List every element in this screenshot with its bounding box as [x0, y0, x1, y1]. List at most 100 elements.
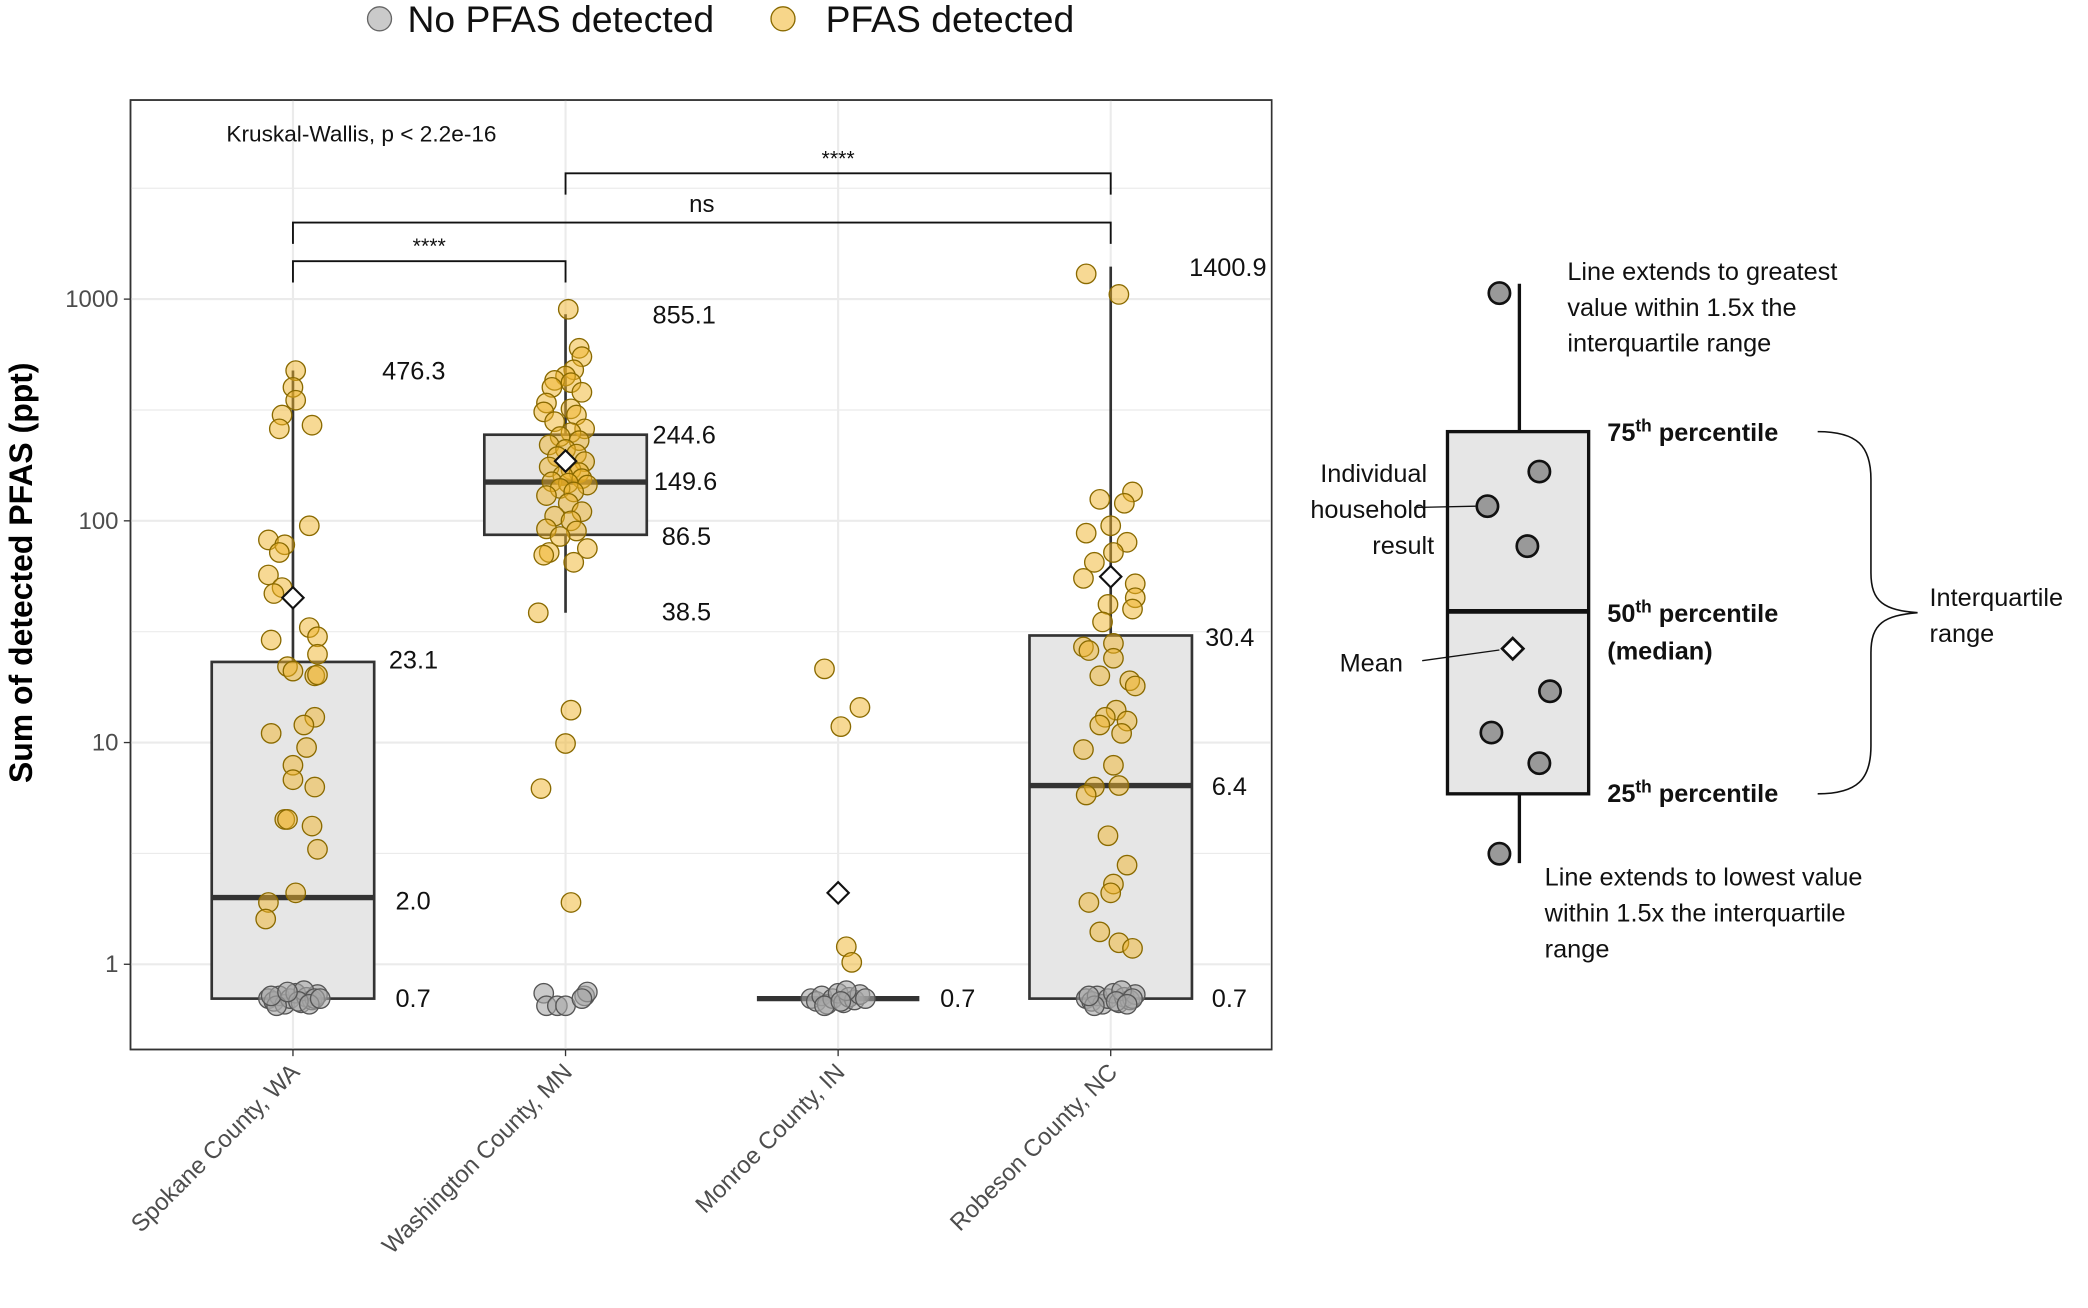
plot-border — [129, 99, 1273, 1051]
point-pfas-detected — [1078, 892, 1100, 913]
median-label: (median) — [1607, 637, 1712, 665]
point-pfas-detected — [841, 951, 863, 973]
p50-label: 50th percentile — [1607, 597, 1778, 628]
explainer-mean-diamond — [1500, 636, 1526, 662]
leader-mean — [1422, 649, 1500, 662]
point-pfas-detected — [1089, 665, 1111, 687]
point-pfas-detected — [307, 838, 328, 860]
point-pfas-detected — [296, 737, 317, 758]
value-label-q1: 0.7 — [395, 985, 430, 1013]
top-note: Line extends to greatest value within 1.… — [1567, 258, 1844, 358]
point-pfas-detected — [307, 643, 328, 665]
point-pfas-detected — [301, 815, 323, 837]
y-tick-label: 10 — [92, 730, 119, 757]
explainer-labels: Line extends to greatest value within 1.… — [1310, 258, 2071, 964]
point-pfas-detected — [258, 564, 279, 586]
point-pfas-detected — [1073, 739, 1094, 760]
point-pfas-detected — [1075, 263, 1097, 285]
point-pfas-detected — [1089, 714, 1111, 736]
point-pfas-detected — [307, 664, 328, 686]
point-pfas-detected — [1078, 640, 1100, 661]
point-pfas-detected — [549, 526, 571, 547]
point-pfas-detected — [1103, 647, 1124, 669]
point-no-pfas — [830, 991, 852, 1012]
point-pfas-detected — [1113, 492, 1135, 514]
point-pfas-detected — [1103, 542, 1124, 563]
point-pfas-detected — [571, 381, 593, 403]
point-pfas-detected — [285, 389, 307, 411]
explainer-point — [1527, 751, 1552, 776]
leader-individual — [1414, 505, 1476, 509]
point-pfas-detected — [1108, 284, 1130, 305]
explainer-point — [1527, 459, 1552, 484]
value-label-q3: 244.6 — [653, 422, 716, 450]
mean-marker — [825, 880, 851, 905]
legend-marker-no-pfas — [366, 6, 393, 32]
point-pfas-detected — [1073, 568, 1094, 589]
point-pfas-detected — [830, 716, 852, 738]
x-tick-label: Robeson County, NC — [945, 1059, 1123, 1237]
point-pfas-detected — [268, 418, 290, 440]
significance-label: **** — [822, 146, 855, 170]
points — [255, 263, 1146, 1017]
point-pfas-detected — [563, 551, 585, 573]
point-pfas-detected — [277, 809, 298, 830]
point-pfas-detected — [268, 542, 290, 563]
point-pfas-detected — [560, 699, 582, 721]
y-tick-label: 1000 — [65, 286, 118, 313]
point-pfas-detected — [293, 714, 315, 736]
point-pfas-detected — [1108, 775, 1130, 796]
comparison-bracket — [292, 260, 567, 283]
explainer-point — [1487, 841, 1512, 866]
iqr-brace — [1817, 430, 1918, 795]
point-pfas-detected — [1097, 825, 1119, 847]
point-pfas-detected — [282, 769, 304, 791]
comparison-bracket — [292, 221, 1112, 244]
mean-marker — [1098, 564, 1123, 589]
point-pfas-detected — [1075, 784, 1097, 806]
box — [210, 660, 376, 1000]
point-pfas-detected — [282, 660, 304, 682]
point-pfas-detected — [307, 626, 328, 648]
value-label-median: 0.7 — [940, 985, 975, 1013]
value-label-whisker-low: 38.5 — [662, 599, 711, 627]
point-no-pfas — [277, 981, 298, 1003]
point-pfas-detected — [298, 515, 320, 537]
value-label-median: 2.0 — [395, 888, 430, 916]
point-pfas-detected — [527, 602, 549, 624]
point-no-pfas — [309, 988, 331, 1010]
value-label-q1: 86.5 — [662, 523, 711, 551]
x-tick-label: Washington County, MN — [377, 1059, 578, 1260]
point-pfas-detected — [1103, 754, 1124, 776]
legend: No PFAS detected PFAS detected — [366, 0, 1074, 40]
point-no-pfas — [1078, 985, 1100, 1007]
boxplot-explainer — [1414, 281, 1918, 866]
significance-label: ns — [689, 191, 714, 218]
x-tick-label: Spokane County, WA — [126, 1059, 305, 1238]
value-label-whisker-high: 476.3 — [382, 358, 445, 386]
annotations: 476.3 23.1 2.0 0.7 855.1 244.6 149.6 86.5 38.5 0.… — [280, 146, 1267, 1013]
value-label-q1: 0.7 — [1212, 985, 1247, 1013]
mean-label: Mean — [1340, 649, 1403, 677]
y-tick-label: 1 — [105, 951, 118, 978]
point-pfas-detected — [1111, 722, 1133, 744]
point-no-pfas — [1116, 993, 1138, 1015]
iqr-label: Interquartile range — [1930, 584, 2071, 648]
point-no-pfas — [571, 988, 593, 1010]
point-pfas-detected — [1124, 675, 1146, 697]
value-label-q3: 30.4 — [1205, 624, 1254, 652]
point-pfas-detected — [1100, 515, 1122, 537]
explainer-point — [1479, 720, 1504, 745]
significance-label: **** — [413, 234, 446, 258]
point-pfas-detected — [255, 908, 277, 930]
point-pfas-detected — [533, 544, 555, 566]
value-label-median: 6.4 — [1212, 773, 1247, 801]
value-label-whisker-high: 1400.9 — [1189, 254, 1266, 282]
point-pfas-detected — [1122, 598, 1143, 620]
point-pfas-detected — [260, 722, 282, 744]
point-pfas-detected — [260, 629, 282, 651]
point-pfas-detected — [285, 882, 307, 904]
explainer-point — [1487, 281, 1512, 306]
x-tick-label: Monroe County, IN — [690, 1059, 850, 1219]
